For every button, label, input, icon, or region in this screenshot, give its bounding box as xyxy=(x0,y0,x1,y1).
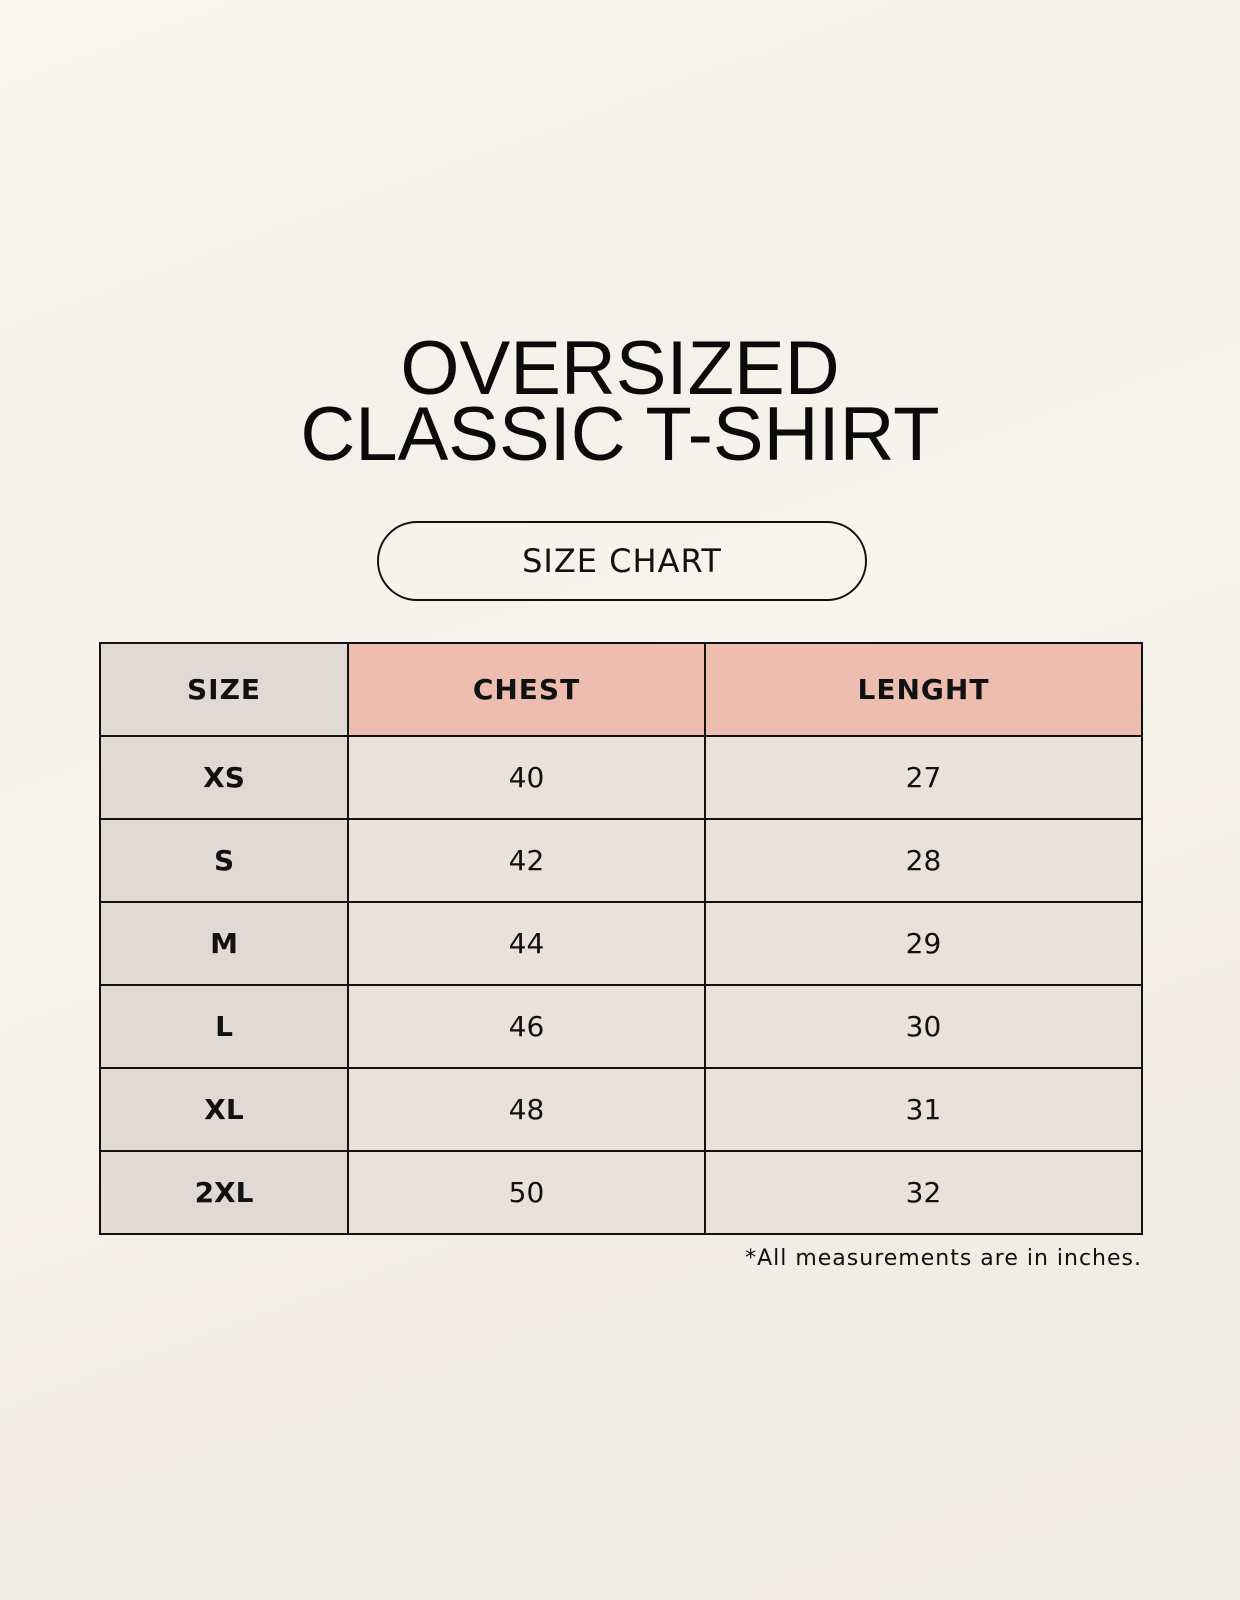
table-header-row: SIZE CHEST LENGHT xyxy=(98,642,1144,737)
footnote: *All measurements are in inches. xyxy=(745,1246,1142,1271)
chest-cell: 40 xyxy=(347,735,706,820)
table-row: XL 48 31 xyxy=(98,1067,1144,1152)
table-row: 2XL 50 32 xyxy=(98,1150,1144,1235)
length-cell: 29 xyxy=(703,901,1144,986)
size-cell: 2XL xyxy=(98,1150,350,1235)
size-cell: S xyxy=(98,818,350,903)
size-cell: M xyxy=(98,901,350,986)
size-cell: XL xyxy=(98,1067,350,1152)
size-cell: L xyxy=(98,984,350,1069)
length-cell: 30 xyxy=(703,984,1144,1069)
table-row: S 42 28 xyxy=(98,818,1144,903)
length-cell: 31 xyxy=(703,1067,1144,1152)
header-chest: CHEST xyxy=(347,642,706,737)
page-title: OVERSIZED CLASSIC T-SHIRT xyxy=(0,326,1240,477)
chest-cell: 42 xyxy=(347,818,706,903)
chest-cell: 46 xyxy=(347,984,706,1069)
title-line-2: CLASSIC T-SHIRT xyxy=(300,392,940,477)
table-row: M 44 29 xyxy=(98,901,1144,986)
table-row: L 46 30 xyxy=(98,984,1144,1069)
size-chart-badge: SIZE CHART xyxy=(377,521,867,601)
title-line-1: OVERSIZED xyxy=(400,326,840,411)
header-size: SIZE xyxy=(98,642,350,737)
length-cell: 28 xyxy=(703,818,1144,903)
chest-cell: 50 xyxy=(347,1150,706,1235)
length-cell: 27 xyxy=(703,735,1144,820)
table-row: XS 40 27 xyxy=(98,735,1144,820)
size-chart-table: SIZE CHEST LENGHT XS 40 27 S 42 28 M 44 29 L 46 30 X… xyxy=(98,642,1144,1235)
header-length: LENGHT xyxy=(703,642,1144,737)
size-cell: XS xyxy=(98,735,350,820)
chest-cell: 44 xyxy=(347,901,706,986)
chest-cell: 48 xyxy=(347,1067,706,1152)
length-cell: 32 xyxy=(703,1150,1144,1235)
